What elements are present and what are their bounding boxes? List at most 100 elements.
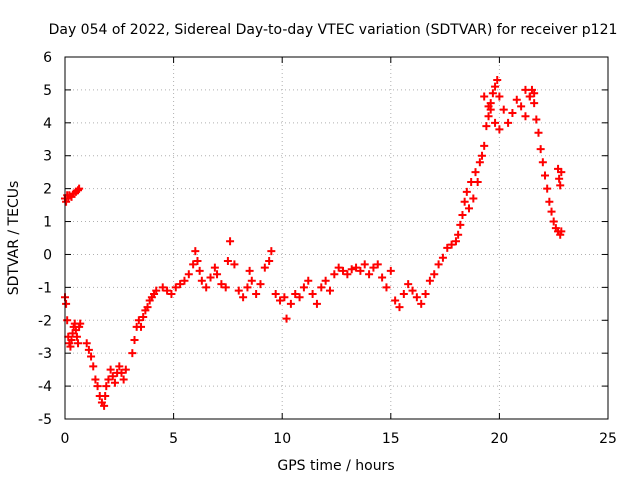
data-point-marker: [163, 286, 172, 295]
x-tick-label: 5: [169, 431, 178, 447]
data-point-marker: [525, 92, 534, 101]
data-point-marker: [434, 260, 443, 269]
data-point-marker: [504, 118, 513, 127]
data-point-marker: [295, 293, 304, 302]
data-point-marker: [530, 99, 539, 108]
data-point-marker: [74, 339, 83, 348]
data-point-marker: [291, 289, 300, 298]
axis-ticks: [64, 56, 609, 420]
data-point-marker: [488, 89, 497, 98]
data-point-marker: [408, 286, 417, 295]
data-point-marker: [347, 265, 356, 274]
y-tick-label: 3: [43, 149, 52, 165]
data-point-marker: [167, 289, 176, 298]
data-point-marker: [245, 266, 254, 275]
data-point-marker: [356, 266, 365, 275]
data-point-marker: [352, 263, 361, 272]
data-point-marker: [484, 102, 493, 111]
data-point-marker: [541, 171, 550, 180]
data-point-marker: [76, 319, 85, 328]
data-point-marker: [360, 260, 369, 269]
data-point-marker: [454, 230, 463, 239]
data-point-marker: [365, 270, 374, 279]
data-point-marker: [74, 186, 83, 195]
data-point-marker: [210, 263, 219, 272]
data-point-marker: [395, 303, 404, 312]
y-tick-label: -3: [38, 346, 52, 362]
y-tick-label: -5: [38, 412, 52, 428]
data-point-marker: [478, 151, 487, 160]
data-point-marker: [430, 270, 439, 279]
data-point-marker: [267, 247, 276, 256]
data-point-marker: [491, 82, 500, 91]
data-point-marker: [221, 283, 230, 292]
data-point-marker: [484, 112, 493, 121]
data-point-marker: [276, 296, 285, 305]
x-tick-label: 10: [273, 431, 291, 447]
data-point-marker: [369, 263, 378, 272]
data-point-marker: [271, 289, 280, 298]
data-point-marker: [447, 240, 456, 249]
tick-labels: 0 5 10 15 20 25 -5 -4 -3 -2 -1 0 1 2 3 4 5 6: [38, 50, 617, 447]
data-point-marker: [480, 92, 489, 101]
data-point-marker: [499, 105, 508, 114]
data-point-marker: [206, 273, 215, 282]
data-point-marker: [247, 276, 256, 285]
data-point-marker: [469, 194, 478, 203]
data-point-marker: [128, 349, 137, 358]
data-point-marker: [67, 336, 76, 345]
data-point-marker: [521, 85, 530, 94]
data-point-marker: [130, 336, 139, 345]
data-point-marker: [464, 204, 473, 213]
data-point-marker: [495, 125, 504, 134]
x-tick-label: 25: [599, 431, 617, 447]
x-axis-label: GPS time / hours: [277, 458, 394, 474]
gridlines: [65, 57, 608, 419]
data-point-marker: [536, 145, 545, 154]
data-point-marker: [493, 76, 502, 85]
data-point-marker: [75, 184, 84, 193]
data-point-marker: [475, 158, 484, 167]
y-tick-label: 2: [43, 182, 52, 198]
data-point-marker: [184, 270, 193, 279]
y-tick-label: 6: [43, 50, 52, 66]
data-point-marker: [412, 293, 421, 302]
data-point-marker: [451, 237, 460, 246]
data-point-marker: [543, 184, 552, 193]
data-point-marker: [176, 280, 185, 289]
data-point-marker: [325, 286, 334, 295]
plot-frame: [64, 56, 609, 420]
data-point-marker: [425, 276, 434, 285]
data-point-marker: [557, 168, 566, 177]
data-point-marker: [158, 283, 167, 292]
data-point-marker: [282, 314, 291, 323]
data-point-marker: [213, 270, 222, 279]
data-point-marker: [556, 181, 565, 190]
data-point-marker: [265, 257, 274, 266]
data-point-marker: [191, 247, 200, 256]
data-point-marker: [555, 174, 564, 183]
data-point-marker: [139, 312, 148, 321]
data-point-marker: [152, 286, 161, 295]
data-point-marker: [456, 220, 465, 229]
data-point-marker: [386, 266, 395, 275]
data-point-marker: [471, 168, 480, 177]
data-point-marker: [508, 108, 517, 117]
x-tick-label: 15: [382, 431, 400, 447]
data-point-marker: [391, 296, 400, 305]
data-point-marker: [82, 339, 91, 348]
data-point-marker: [491, 118, 500, 127]
data-point-marker: [217, 280, 226, 289]
data-point-marker: [545, 197, 554, 206]
data-point-marker: [532, 115, 541, 124]
data-point-marker: [334, 263, 343, 272]
data-point-marker: [482, 122, 491, 131]
data-point-marker: [308, 289, 317, 298]
data-point-marker: [63, 316, 72, 325]
y-tick-label: 4: [43, 116, 52, 132]
data-point-marker: [378, 273, 387, 282]
data-point-marker: [180, 276, 189, 285]
data-point-marker: [119, 375, 128, 384]
data-point-marker: [108, 372, 117, 381]
